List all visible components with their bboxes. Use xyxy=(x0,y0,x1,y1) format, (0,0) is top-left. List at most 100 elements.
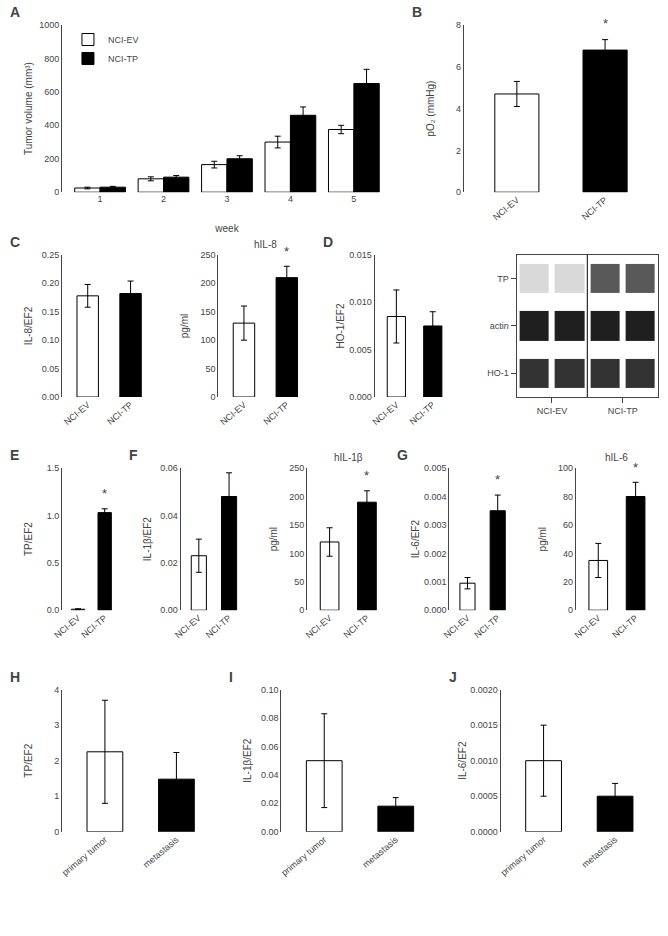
svg-text:200: 200 xyxy=(289,492,304,502)
svg-text:NCI-EV: NCI-EV xyxy=(371,400,401,427)
svg-text:actin: actin xyxy=(490,321,509,331)
svg-text:NCI-TP: NCI-TP xyxy=(204,613,233,640)
svg-text:NCI-EV: NCI-EV xyxy=(573,613,603,640)
svg-text:0.005: 0.005 xyxy=(424,463,447,473)
svg-text:week: week xyxy=(214,223,239,234)
svg-text:NCI-EV: NCI-EV xyxy=(442,613,472,640)
svg-text:100: 100 xyxy=(289,549,304,559)
svg-text:I: I xyxy=(229,669,233,685)
svg-text:*: * xyxy=(603,16,608,31)
svg-text:NCI-EV: NCI-EV xyxy=(52,613,82,640)
svg-text:0.00: 0.00 xyxy=(42,392,60,402)
svg-text:0.04: 0.04 xyxy=(160,511,178,521)
svg-text:hIL-8: hIL-8 xyxy=(254,239,277,250)
svg-text:J: J xyxy=(449,669,457,685)
svg-text:TP: TP xyxy=(497,274,509,284)
svg-text:0.02: 0.02 xyxy=(261,798,279,808)
svg-text:primary tumor: primary tumor xyxy=(499,835,548,878)
svg-text:0.0000: 0.0000 xyxy=(470,827,498,837)
svg-text:0.001: 0.001 xyxy=(424,577,447,587)
svg-text:0: 0 xyxy=(54,187,59,197)
svg-text:pO₂ (mmHg): pO₂ (mmHg) xyxy=(425,81,436,137)
svg-text:200: 200 xyxy=(44,154,59,164)
svg-text:1: 1 xyxy=(98,194,103,204)
svg-text:50: 50 xyxy=(294,577,304,587)
svg-text:Tumor volume (mm³): Tumor volume (mm³) xyxy=(23,62,34,155)
svg-text:0.0015: 0.0015 xyxy=(470,720,498,730)
svg-text:NCI-TP: NCI-TP xyxy=(108,54,138,64)
svg-text:0.04: 0.04 xyxy=(261,770,279,780)
svg-text:100: 100 xyxy=(200,335,215,345)
svg-text:150: 150 xyxy=(289,520,304,530)
svg-text:metastasis: metastasis xyxy=(141,834,181,870)
svg-text:pg/ml: pg/ml xyxy=(537,527,548,551)
svg-text:1.0: 1.0 xyxy=(47,511,60,521)
svg-text:250: 250 xyxy=(289,463,304,473)
svg-text:4: 4 xyxy=(288,194,293,204)
svg-text:B: B xyxy=(412,4,422,20)
svg-text:400: 400 xyxy=(44,120,59,130)
svg-text:HO-1: HO-1 xyxy=(487,368,509,378)
svg-text:600: 600 xyxy=(44,87,59,97)
svg-text:0.00: 0.00 xyxy=(261,827,279,837)
svg-text:metastasis: metastasis xyxy=(580,834,620,870)
svg-text:C: C xyxy=(10,234,20,250)
svg-text:0.20: 0.20 xyxy=(42,278,60,288)
svg-text:D: D xyxy=(323,234,333,250)
svg-text:1.5: 1.5 xyxy=(47,463,60,473)
svg-text:NCI-EV: NCI-EV xyxy=(108,35,139,45)
svg-text:100: 100 xyxy=(558,463,573,473)
svg-text:IL-6/EF2: IL-6/EF2 xyxy=(457,741,468,780)
svg-text:NCI-TP: NCI-TP xyxy=(342,613,371,640)
svg-text:*: * xyxy=(495,472,500,487)
svg-text:NCI-TP: NCI-TP xyxy=(610,613,639,640)
svg-text:4: 4 xyxy=(456,104,461,114)
svg-text:*: * xyxy=(633,460,638,475)
svg-text:0: 0 xyxy=(210,392,215,402)
svg-text:NCI-TP: NCI-TP xyxy=(262,400,291,427)
svg-text:0.002: 0.002 xyxy=(424,549,447,559)
svg-text:8: 8 xyxy=(456,20,461,30)
svg-text:F: F xyxy=(129,447,138,463)
svg-text:NCI-EV: NCI-EV xyxy=(62,400,92,427)
svg-text:HO-1/EF2: HO-1/EF2 xyxy=(336,303,347,348)
svg-text:A: A xyxy=(10,4,20,20)
svg-text:0.003: 0.003 xyxy=(424,520,447,530)
svg-text:3: 3 xyxy=(54,720,59,730)
svg-text:0.0005: 0.0005 xyxy=(470,791,498,801)
svg-text:0.0010: 0.0010 xyxy=(470,756,498,766)
svg-text:0.02: 0.02 xyxy=(160,558,178,568)
svg-text:NCI-TP: NCI-TP xyxy=(472,613,501,640)
svg-text:40: 40 xyxy=(563,549,573,559)
svg-text:1000: 1000 xyxy=(39,20,59,30)
svg-text:0.08: 0.08 xyxy=(261,713,279,723)
svg-text:NCI-EV: NCI-EV xyxy=(173,613,203,640)
svg-text:pg/ml: pg/ml xyxy=(268,527,279,551)
svg-text:NCI-EV: NCI-EV xyxy=(218,400,248,427)
svg-text:hIL-1β: hIL-1β xyxy=(334,452,363,463)
svg-text:150: 150 xyxy=(200,307,215,317)
svg-text:hIL-6: hIL-6 xyxy=(605,452,628,463)
svg-text:pg/ml: pg/ml xyxy=(179,314,190,338)
svg-text:TP/EF2: TP/EF2 xyxy=(23,743,34,777)
svg-text:0.06: 0.06 xyxy=(160,463,178,473)
svg-text:IL-1β/EF2: IL-1β/EF2 xyxy=(142,517,153,562)
svg-text:2: 2 xyxy=(161,194,166,204)
svg-text:E: E xyxy=(10,447,19,463)
svg-text:0.25: 0.25 xyxy=(42,250,60,260)
svg-text:0.15: 0.15 xyxy=(42,307,60,317)
svg-text:NCI-EV: NCI-EV xyxy=(537,406,568,416)
svg-text:0.0: 0.0 xyxy=(47,605,60,615)
svg-text:NCI-EV: NCI-EV xyxy=(304,613,334,640)
svg-text:NCI-TP: NCI-TP xyxy=(105,400,134,427)
svg-text:0.004: 0.004 xyxy=(424,492,447,502)
svg-text:IL-8/EF2: IL-8/EF2 xyxy=(23,306,34,345)
svg-text:IL-6/EF2: IL-6/EF2 xyxy=(410,520,421,559)
svg-text:200: 200 xyxy=(200,278,215,288)
svg-text:2: 2 xyxy=(456,146,461,156)
svg-text:800: 800 xyxy=(44,54,59,64)
svg-text:0.010: 0.010 xyxy=(349,297,372,307)
svg-text:0: 0 xyxy=(54,827,59,837)
svg-text:0.5: 0.5 xyxy=(47,558,60,568)
svg-text:3: 3 xyxy=(224,194,229,204)
